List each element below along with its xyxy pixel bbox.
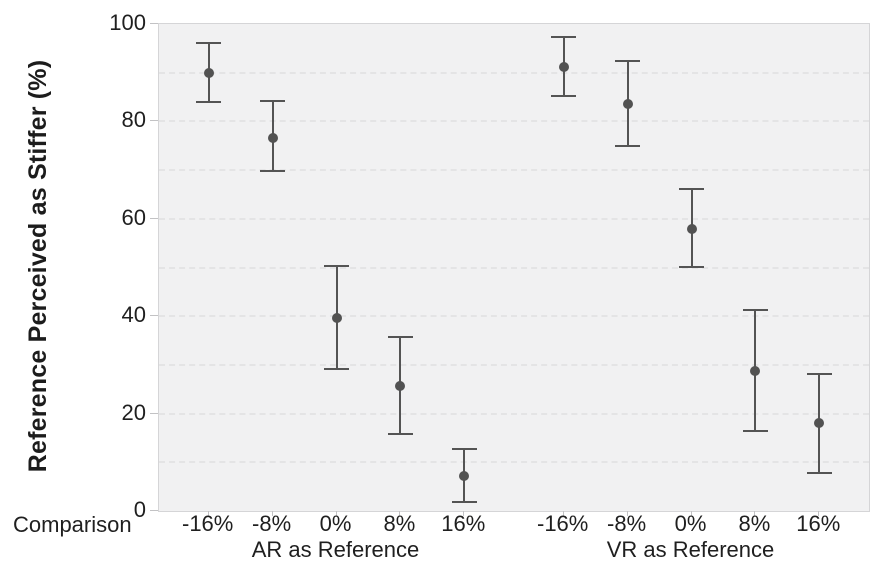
error-bar-cap-bottom	[679, 265, 704, 268]
error-bar-cap-top	[451, 447, 477, 450]
error-bar-cap-top	[551, 35, 577, 38]
gridline	[159, 71, 869, 74]
error-bar-cap-bottom	[742, 429, 768, 432]
error-bar-cap-bottom	[260, 170, 286, 173]
y-tick-label: 80	[121, 107, 146, 133]
y-tick-mark	[150, 217, 158, 219]
y-tick-mark	[150, 315, 158, 317]
y-tick-mark	[150, 412, 158, 414]
gridline	[159, 217, 869, 220]
gridline	[159, 315, 869, 318]
x-tick-mark	[626, 511, 628, 516]
data-point	[331, 312, 342, 323]
group-axis-label: AR as Reference	[251, 537, 420, 562]
gridline	[159, 363, 869, 366]
x-tick-label: 0%	[319, 511, 352, 536]
error-bar-cap-bottom	[451, 501, 477, 504]
x-tick-label: -16%	[537, 511, 589, 536]
data-point	[750, 365, 761, 376]
x-tick-label: -16%	[182, 511, 234, 536]
error-bar-cap-top	[679, 188, 704, 191]
error-bar-cap-top	[742, 309, 768, 312]
y-tick-label: 20	[121, 399, 146, 425]
x-tick-label: 0%	[674, 511, 707, 536]
x-tick-label: 8%	[383, 511, 416, 536]
error-bar-cap-top	[806, 372, 832, 375]
x-tick-label: -8%	[252, 511, 292, 536]
x-tick-mark	[463, 511, 465, 516]
error-bar-cap-bottom	[615, 145, 641, 148]
data-point	[622, 98, 633, 109]
gridline	[159, 120, 869, 123]
gridline	[159, 266, 869, 269]
error-bar-cap-bottom	[196, 100, 222, 103]
data-point	[459, 470, 470, 481]
x-tick-mark	[271, 511, 273, 516]
y-axis-title: Reference Perceived as Stiffer (%)	[24, 59, 52, 473]
y-tick-label: 40	[121, 302, 146, 328]
x-tick-mark	[335, 511, 337, 516]
y-tick-mark	[150, 23, 158, 24]
y-tick-mark	[150, 120, 158, 122]
gridline	[159, 412, 869, 415]
x-tick-label: 16%	[441, 511, 486, 536]
error-bar-cap-top	[196, 42, 222, 45]
y-tick-label: 100	[109, 10, 146, 35]
data-point	[395, 380, 406, 391]
x-tick-mark	[207, 511, 209, 516]
x-tick-label: 8%	[738, 511, 771, 536]
data-point	[686, 223, 697, 234]
data-point	[267, 132, 278, 143]
group-axis-label: VR as Reference	[606, 537, 775, 562]
x-tick-mark	[818, 511, 820, 516]
data-point	[814, 418, 825, 429]
y-tick-label: 0	[133, 497, 146, 522]
x-tick-mark	[690, 511, 692, 516]
gridline	[159, 169, 869, 172]
error-bar-cap-bottom	[551, 94, 577, 97]
gridline	[159, 461, 869, 464]
error-bar-cap-top	[324, 265, 349, 268]
x-tick-label: -8%	[607, 511, 647, 536]
data-point	[203, 67, 214, 78]
y-tick-mark	[150, 510, 158, 511]
error-bar-cap-bottom	[806, 472, 832, 474]
error-bar-cap-bottom	[387, 433, 413, 436]
error-bar-cap-top	[260, 99, 286, 102]
x-axis-prefix-label: Comparison	[13, 512, 132, 537]
error-bar-cap-top	[387, 335, 413, 338]
x-tick-mark	[562, 511, 564, 516]
data-point	[558, 61, 569, 72]
x-tick-mark	[399, 511, 401, 516]
y-tick-label: 60	[121, 204, 146, 230]
x-tick-mark	[754, 511, 756, 516]
plot-area	[158, 23, 870, 512]
x-tick-label: 16%	[796, 511, 841, 536]
error-bar-cap-bottom	[324, 368, 349, 371]
error-bar-cap-top	[615, 60, 641, 62]
